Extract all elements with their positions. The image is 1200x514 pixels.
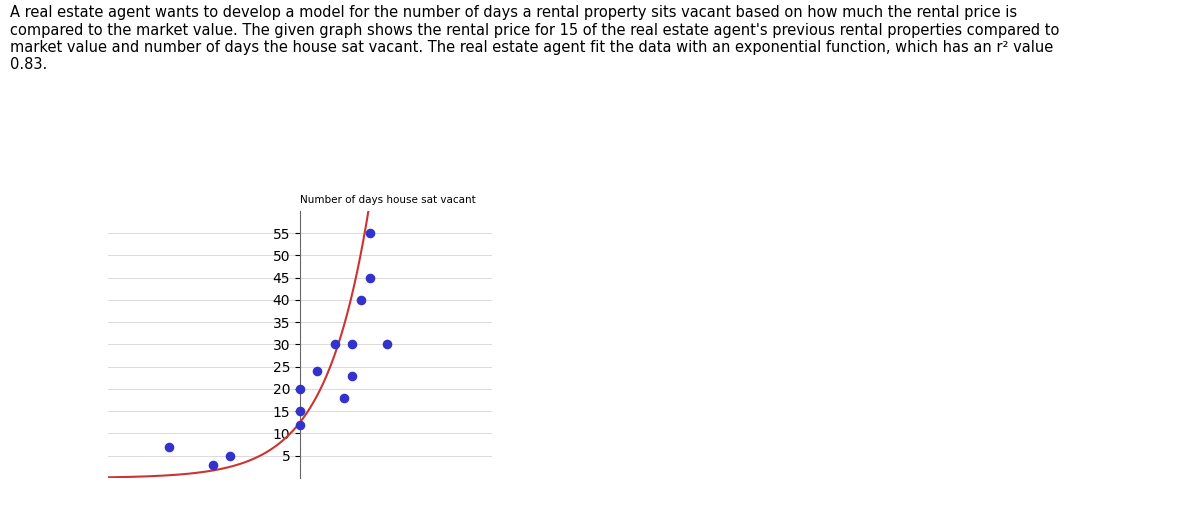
Point: [378, 340, 397, 348]
Text: A real estate agent wants to develop a model for the number of days a rental pro: A real estate agent wants to develop a m…: [10, 5, 1058, 72]
Point: [290, 385, 310, 393]
Point: [290, 407, 310, 415]
Point: [352, 296, 371, 304]
Point: [221, 452, 240, 460]
Point: [308, 367, 328, 375]
Point: [343, 340, 362, 348]
Point: [360, 229, 379, 237]
Point: [325, 340, 344, 348]
Point: [343, 372, 362, 380]
Text: Number of days house sat vacant: Number of days house sat vacant: [300, 195, 475, 206]
Point: [203, 461, 222, 469]
Point: [160, 443, 179, 451]
Point: [334, 394, 353, 402]
Point: [360, 273, 379, 282]
Point: [290, 420, 310, 429]
